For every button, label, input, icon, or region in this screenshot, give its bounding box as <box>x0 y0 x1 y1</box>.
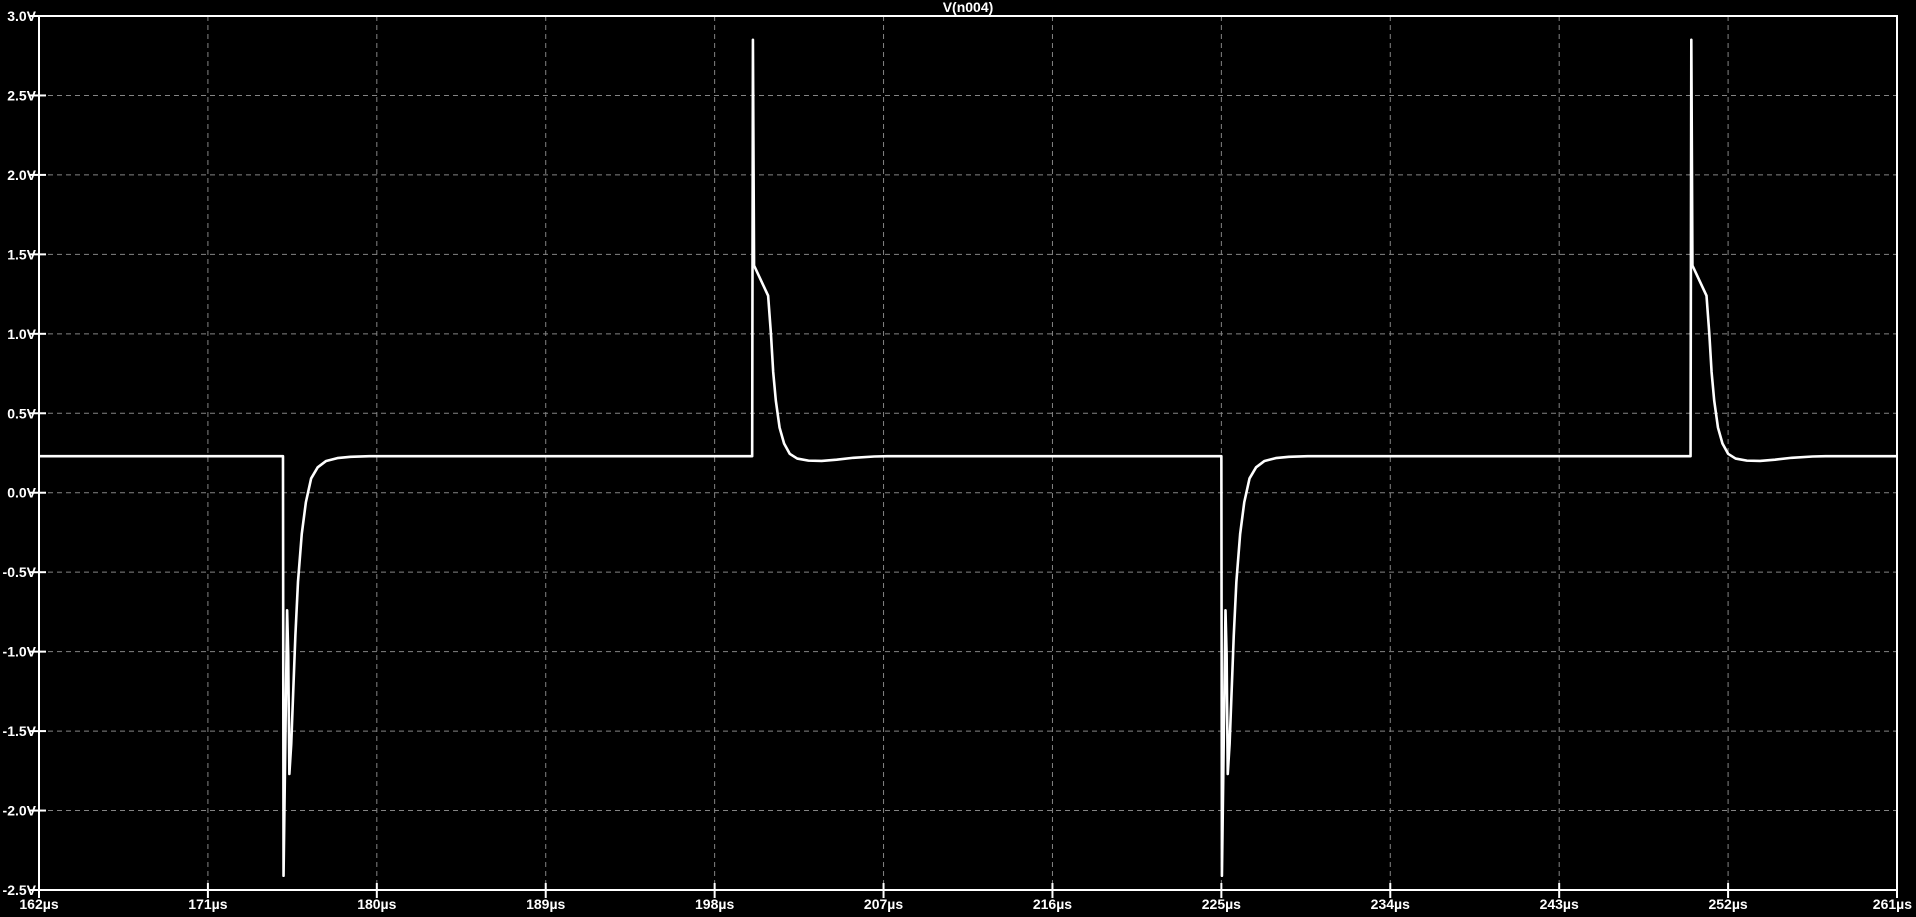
y-tick-label[interactable]: -2.5V <box>3 882 37 898</box>
x-axis-labels[interactable]: 162µs 171µs 180µs 189µs 198µs 207µs 216µs 225µs… <box>19 896 1912 912</box>
x-tick-label[interactable]: 162µs <box>19 896 58 912</box>
y-tick-label[interactable]: -0.5V <box>3 564 37 580</box>
x-tick-label[interactable]: 225µs <box>1202 896 1241 912</box>
x-tick-label[interactable]: 207µs <box>864 896 903 912</box>
x-tick-label[interactable]: 198µs <box>695 896 734 912</box>
y-tick-label[interactable]: -2.0V <box>3 803 37 819</box>
trace-legend-title[interactable]: V(n004) <box>943 0 994 15</box>
x-tick-label[interactable]: 252µs <box>1708 896 1747 912</box>
y-axis-labels[interactable]: 3.0V 2.5V 2.0V 1.5V 1.0V 0.5V 0.0V -0.5V -1.0V -1… <box>3 8 37 898</box>
grid-layer <box>39 16 1897 890</box>
y-tick-label[interactable]: 2.5V <box>7 87 36 103</box>
x-tick-label[interactable]: 189µs <box>526 896 565 912</box>
y-tick-label[interactable]: 2.0V <box>7 167 36 183</box>
y-tick-label[interactable]: 1.0V <box>7 326 36 342</box>
y-tick-label[interactable]: 0.5V <box>7 405 36 421</box>
x-tick-label[interactable]: 261µs <box>1873 896 1912 912</box>
x-tick-label[interactable]: 216µs <box>1033 896 1072 912</box>
trace-layer <box>39 38 1897 878</box>
plot-border <box>38 15 1898 891</box>
x-tick-label[interactable]: 180µs <box>357 896 396 912</box>
y-tick-label[interactable]: 3.0V <box>7 8 36 24</box>
x-tick-label[interactable]: 243µs <box>1540 896 1579 912</box>
trace-v-n004- <box>39 38 1897 878</box>
y-tick-label[interactable]: 0.0V <box>7 485 36 501</box>
x-tick-label[interactable]: 234µs <box>1371 896 1410 912</box>
y-tick-label[interactable]: -1.0V <box>3 644 37 660</box>
y-tick-label[interactable]: 1.5V <box>7 246 36 262</box>
y-axis-ticks <box>30 15 46 891</box>
y-tick-label[interactable]: -1.5V <box>3 723 37 739</box>
x-tick-label[interactable]: 171µs <box>188 896 227 912</box>
